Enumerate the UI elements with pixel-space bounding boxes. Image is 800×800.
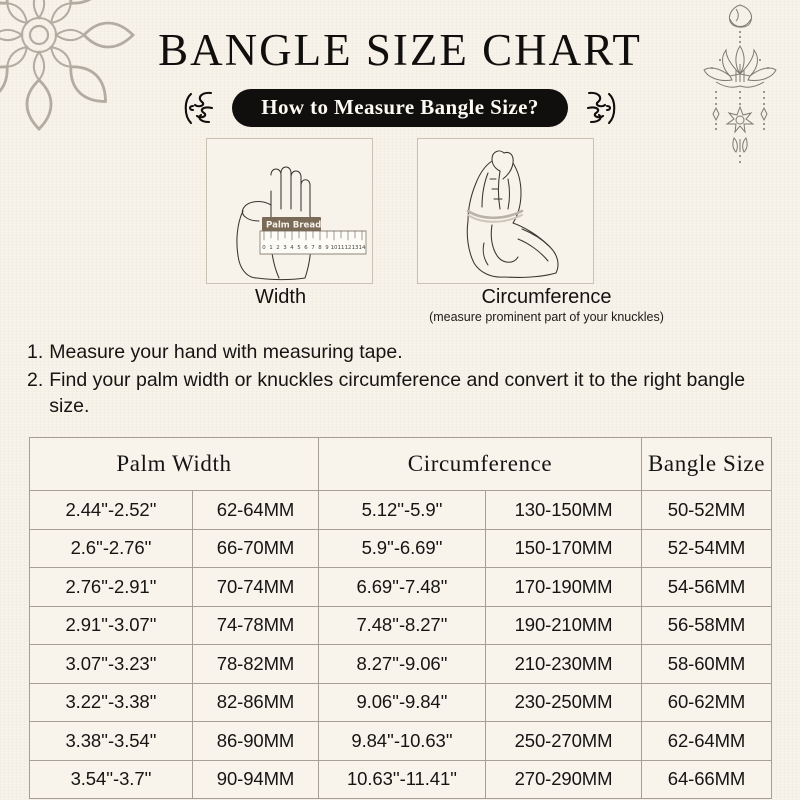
column-header-circumference: Circumference — [317, 437, 643, 491]
table-cell: 230-250MM — [484, 682, 643, 722]
table-cell: 74-78MM — [192, 605, 319, 645]
table-cell: 190-210MM — [484, 605, 643, 645]
table-row: 2.44''-2.52'' 62-64MM 5.12''-5.9'' 130-150M… — [29, 490, 773, 530]
instruction-step: 1. Measure your hand with measuring tape… — [27, 340, 767, 366]
svg-text:6: 6 — [304, 245, 308, 251]
svg-text:13: 13 — [352, 245, 359, 251]
svg-text:2: 2 — [276, 245, 279, 251]
circumference-illustration — [417, 138, 594, 284]
how-to-measure-badge: How to Measure Bangle Size? — [232, 88, 568, 128]
lotus-henna-icon — [703, 4, 777, 163]
table-row: 2.6''-2.76'' 66-70MM 5.9''-6.69'' 150-170MM… — [29, 528, 773, 568]
swirl-flourish-icon — [184, 91, 214, 125]
table-cell: 6.69''-7.48'' — [318, 567, 486, 607]
table-cell: 58-60MM — [641, 644, 773, 684]
table-row: 3.38''-3.54'' 86-90MM 9.84''-10.63'' 250-27… — [29, 721, 773, 761]
table-header-row: Palm Width Circumference Bangle Size — [29, 437, 773, 491]
table-cell: 2.76''-2.91'' — [29, 567, 193, 607]
table-cell: 64-66MM — [641, 759, 773, 799]
svg-text:11: 11 — [338, 245, 345, 251]
table-row: 3.07''-3.23'' 78-82MM 8.27''-9.06'' 210-230… — [29, 644, 773, 684]
step-number: 2. — [27, 368, 44, 391]
table-cell: 3.54''-3.7'' — [29, 759, 193, 799]
table-cell: 62-64MM — [192, 490, 319, 530]
table-cell: 170-190MM — [484, 567, 643, 607]
table-cell: 2.6''-2.76'' — [29, 528, 193, 568]
svg-text:14: 14 — [359, 245, 366, 251]
table-cell: 9.84''-10.63'' — [318, 721, 486, 761]
table-cell: 7.48''-8.27'' — [318, 605, 486, 645]
svg-text:9: 9 — [325, 245, 329, 251]
table-body: 2.44''-2.52'' 62-64MM 5.12''-5.9'' 130-150M… — [29, 490, 773, 799]
table-cell: 3.07''-3.23'' — [29, 644, 193, 684]
table-cell: 2.44''-2.52'' — [29, 490, 193, 530]
table-cell: 10.63''-11.41'' — [318, 759, 486, 799]
caption-circumference-main: Circumference — [481, 286, 612, 308]
bangle-size-table: Palm Width Circumference Bangle Size 2.4… — [29, 437, 773, 799]
table-cell: 9.06''-9.84'' — [318, 682, 486, 722]
table-row: 3.54''-3.7'' 90-94MM 10.63''-11.41'' 270-29… — [29, 759, 773, 799]
table-cell: 130-150MM — [484, 490, 643, 530]
table-cell: 60-62MM — [641, 682, 773, 722]
table-cell: 78-82MM — [192, 644, 319, 684]
mandala-flower-icon — [0, 0, 135, 131]
svg-text:1: 1 — [269, 245, 272, 251]
svg-text:4: 4 — [290, 245, 294, 251]
table-cell: 3.22''-3.38'' — [29, 682, 193, 722]
table-row: 2.76''-2.91'' 70-74MM 6.69''-7.48'' 170-190… — [29, 567, 773, 607]
how-to-measure-badge-row: How to Measure Bangle Size? — [0, 88, 800, 128]
table-cell: 210-230MM — [484, 644, 643, 684]
caption-width: Width — [254, 286, 307, 308]
table-cell: 250-270MM — [484, 721, 643, 761]
table-cell: 70-74MM — [192, 567, 319, 607]
page-title: BANGLE SIZE CHART — [158, 25, 642, 75]
svg-text:10: 10 — [331, 245, 338, 251]
svg-text:12: 12 — [345, 245, 352, 251]
palm-breadth-label: Palm Breadth — [266, 221, 332, 231]
table-cell: 270-290MM — [484, 759, 643, 799]
column-header-bangle-size: Bangle Size — [641, 437, 773, 491]
table-cell: 150-170MM — [484, 528, 643, 568]
table-cell: 54-56MM — [641, 567, 773, 607]
table-cell: 2.91''-3.07'' — [29, 605, 193, 645]
svg-text:0: 0 — [262, 245, 266, 251]
table-cell: 3.38''-3.54'' — [29, 721, 193, 761]
swirl-flourish-icon — [586, 91, 616, 125]
table-cell: 5.9''-6.69'' — [318, 528, 486, 568]
svg-text:3: 3 — [283, 245, 286, 251]
table-cell: 8.27''-9.06'' — [318, 644, 486, 684]
instruction-steps: 1. Measure your hand with measuring tape… — [27, 340, 767, 422]
table-cell: 56-58MM — [641, 605, 773, 645]
caption-circumference-sub: (measure prominent part of your knuckles… — [429, 310, 664, 324]
svg-text:5: 5 — [297, 245, 300, 251]
table-row: 2.91''-3.07'' 74-78MM 7.48''-8.27'' 190-210… — [29, 605, 773, 645]
step-text: Measure your hand with measuring tape. — [49, 341, 403, 363]
svg-text:7: 7 — [311, 245, 314, 251]
table-cell: 82-86MM — [192, 682, 319, 722]
table-cell: 90-94MM — [192, 759, 319, 799]
column-header-palm-width: Palm Width — [29, 437, 319, 491]
caption-circumference: Circumference (measure prominent part of… — [404, 286, 689, 324]
instruction-step: 2. Find your palm width or knuckles circ… — [27, 368, 767, 420]
step-text: Find your palm width or knuckles circumf… — [49, 368, 746, 417]
table-cell: 62-64MM — [641, 721, 773, 761]
table-cell: 66-70MM — [192, 528, 319, 568]
table-row: 3.22''-3.38'' 82-86MM 9.06''-9.84'' 230-250… — [29, 682, 773, 722]
svg-text:8: 8 — [318, 245, 322, 251]
step-number: 1. — [27, 341, 44, 363]
table-cell: 5.12''-5.9'' — [318, 490, 486, 530]
table-cell: 86-90MM — [192, 721, 319, 761]
table-cell: 52-54MM — [641, 528, 773, 568]
table-cell: 50-52MM — [641, 490, 773, 530]
